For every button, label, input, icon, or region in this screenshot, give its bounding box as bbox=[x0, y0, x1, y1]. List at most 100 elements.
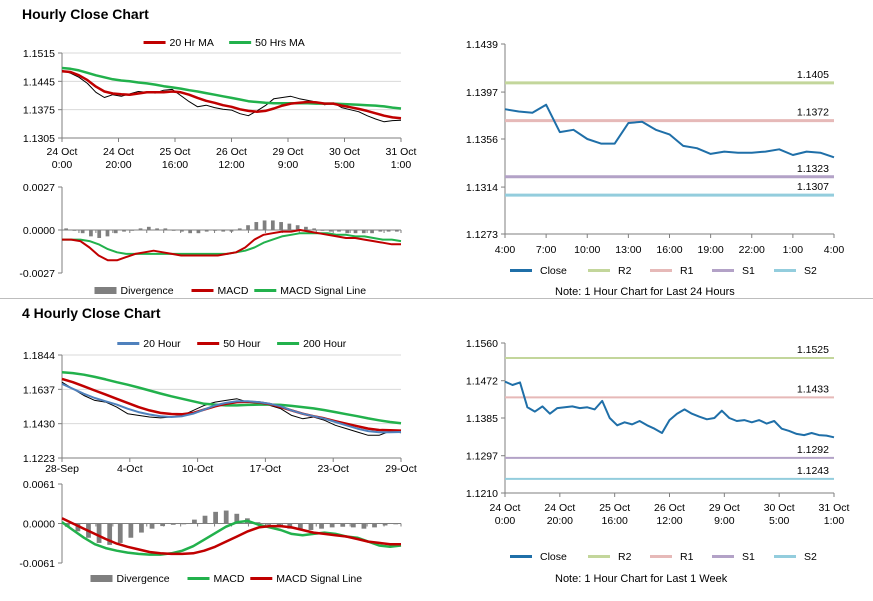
hourly-levels-r1-level-label: 1.1372 bbox=[797, 107, 829, 119]
weekly-levels-xtick-label: 16:00 bbox=[602, 515, 628, 527]
hourly-price-xtick-label: 26 Oct bbox=[216, 146, 247, 158]
four-hourly-ma20-line bbox=[61, 382, 402, 434]
hourly-levels-s1-level-label: 1.1323 bbox=[797, 163, 829, 175]
four-hourly-price-xtick-label: 28-Sep bbox=[45, 463, 79, 475]
weekly-levels-xtick-label: 0:00 bbox=[495, 515, 516, 527]
hourly-price-xtick-label: 20:00 bbox=[105, 159, 131, 171]
four-hourly-divergence-bar bbox=[340, 523, 346, 527]
four-hourly-ma200-line bbox=[61, 370, 402, 425]
hourly-price-xtick-label: 30 Oct bbox=[329, 146, 360, 158]
hourly-close-line bbox=[61, 69, 402, 123]
four-hourly-macd-legend-label: Divergence bbox=[117, 573, 170, 585]
hourly-divergence-bar bbox=[113, 230, 118, 234]
hourly-price-xtick-label: 0:00 bbox=[52, 159, 73, 171]
four-hourly-divergence-bar bbox=[382, 523, 388, 526]
hourly-levels-s2-level-label: 1.1307 bbox=[797, 181, 829, 193]
hourly-price-xtick-label: 25 Oct bbox=[160, 146, 191, 158]
four-hourly-macd-ytick-label: 0.0061 bbox=[23, 479, 55, 491]
four-hourly-price-xtick-label: 17-Oct bbox=[250, 463, 282, 475]
hourly-levels-r2-level-label: 1.1405 bbox=[797, 69, 829, 81]
four-hourly-divergence-bar bbox=[192, 519, 197, 524]
weekly-levels-xtick-label: 31 Oct bbox=[819, 502, 850, 514]
weekly-levels-xtick-label: 24 Oct bbox=[544, 502, 575, 514]
hourly-macd-legend-label: MACD bbox=[218, 285, 249, 297]
four-hourly-divergence-bar bbox=[128, 523, 134, 538]
hourly-levels-legend-label: R1 bbox=[680, 265, 694, 277]
four-hourly-macd-legend-label: MACD bbox=[214, 573, 245, 585]
four-hourly-divergence-bar bbox=[117, 523, 123, 543]
hourly-price-ytick-label: 1.1445 bbox=[23, 76, 55, 88]
hourly-divergence-bar bbox=[328, 230, 333, 232]
hourly-divergence-bar bbox=[221, 230, 226, 232]
hourly-divergence-bar bbox=[180, 230, 184, 232]
hourly-divergence-bar bbox=[146, 226, 151, 230]
hourly-divergence-bar bbox=[395, 230, 399, 232]
hourly-macd-ytick-label: 0.0027 bbox=[23, 182, 55, 194]
four-hourly-price-legend-label: 20 Hour bbox=[143, 338, 181, 350]
hourly-divergence-bar bbox=[320, 230, 325, 231]
hourly-divergence-bar bbox=[64, 228, 68, 230]
four-hourly-divergence-bar bbox=[308, 523, 314, 530]
hourly-divergence-bar bbox=[361, 230, 366, 234]
hourly-price-ytick-label: 1.1515 bbox=[23, 48, 55, 60]
hourly-levels-xtick-label: 16:00 bbox=[656, 244, 682, 256]
hourly-divergence-bar bbox=[213, 230, 217, 231]
weekly-levels-ytick-label: 1.1385 bbox=[466, 413, 498, 425]
four-hourly-divergence-bar bbox=[160, 523, 166, 527]
four-hourly-signal-line bbox=[61, 517, 401, 556]
hourly-divergence-bar bbox=[171, 230, 176, 231]
four-hourly-price-xtick-label: 4-Oct bbox=[117, 463, 143, 475]
weekly-levels-xtick-label: 1:00 bbox=[824, 515, 845, 527]
four-hourly-section-title: 4 Hourly Close Chart bbox=[22, 305, 161, 321]
weekly-levels-xtick-label: 24 Oct bbox=[490, 502, 521, 514]
hourly-price-xtick-label: 12:00 bbox=[218, 159, 244, 171]
hourly-price-xtick-label: 5:00 bbox=[334, 159, 355, 171]
weekly-levels-legend-label: R2 bbox=[618, 551, 632, 563]
hourly-divergence-bar bbox=[204, 230, 209, 232]
four-hourly-price-xtick-label: 10-Oct bbox=[182, 463, 214, 475]
hourly-levels-ytick-label: 1.1273 bbox=[466, 229, 498, 241]
hourly-price-xtick-label: 1:00 bbox=[391, 159, 412, 171]
hourly-levels-legend-label: S1 bbox=[742, 265, 755, 277]
hourly-divergence-bar bbox=[295, 225, 300, 230]
hourly-price-xtick-label: 9:00 bbox=[278, 159, 299, 171]
hourly-divergence-bar bbox=[312, 228, 317, 230]
four-hourly-divergence-bar bbox=[255, 522, 261, 524]
weekly-levels-ytick-label: 1.1297 bbox=[466, 451, 498, 463]
four-hourly-price-legend-label: 50 Hour bbox=[223, 338, 261, 350]
hourly-levels-xtick-label: 4:00 bbox=[824, 244, 845, 256]
hourly-macd-legend-label: Divergence bbox=[121, 285, 174, 297]
hourly-divergence-bar bbox=[370, 230, 374, 234]
hourly-divergence-bar bbox=[237, 228, 242, 230]
hourly-divergence-bar bbox=[262, 220, 267, 230]
hourly-divergence-bar bbox=[80, 230, 85, 234]
four-hourly-divergence-bar bbox=[170, 523, 176, 525]
hourly-price-legend-label: 50 Hrs MA bbox=[255, 37, 305, 49]
hourly-levels-xtick-label: 1:00 bbox=[783, 244, 804, 256]
hourly-levels-xtick-label: 13:00 bbox=[615, 244, 641, 256]
weekly-levels-xtick-label: 5:00 bbox=[769, 515, 790, 527]
hourly-divergence-bar bbox=[345, 230, 350, 234]
four-hourly-price-ytick-label: 1.1223 bbox=[23, 453, 55, 465]
hourly-divergence-bar bbox=[196, 230, 201, 234]
hourly-divergence-bar bbox=[337, 230, 341, 232]
hourly-divergence-bar bbox=[105, 230, 110, 237]
four-hourly-divergence-bar bbox=[75, 523, 81, 532]
hourly-divergence-bar bbox=[155, 228, 159, 230]
hourly-price-xtick-label: 31 Oct bbox=[386, 146, 417, 158]
hourly-divergence-bar bbox=[122, 230, 126, 232]
four-hourly-divergence-bar bbox=[139, 523, 144, 533]
weekly-levels-xtick-label: 26 Oct bbox=[654, 502, 685, 514]
hourly-divergence-bar bbox=[353, 230, 358, 234]
four-hourly-divergence-bar bbox=[372, 523, 377, 528]
hourly-divergence-bar bbox=[138, 228, 143, 230]
hourly-divergence-bar bbox=[246, 225, 250, 230]
hourly-levels-legend-label: Close bbox=[540, 265, 567, 277]
weekly-levels-r1-level-label: 1.1433 bbox=[797, 383, 829, 395]
weekly-levels-xtick-label: 25 Oct bbox=[599, 502, 630, 514]
hourly-levels-xtick-label: 22:00 bbox=[739, 244, 765, 256]
weekly-levels-s1-level-label: 1.1292 bbox=[797, 444, 829, 456]
weekly-levels-legend-label: R1 bbox=[680, 551, 694, 563]
hourly-macd-ytick-label: -0.0027 bbox=[19, 268, 55, 280]
four-hourly-divergence-bar bbox=[202, 515, 208, 524]
